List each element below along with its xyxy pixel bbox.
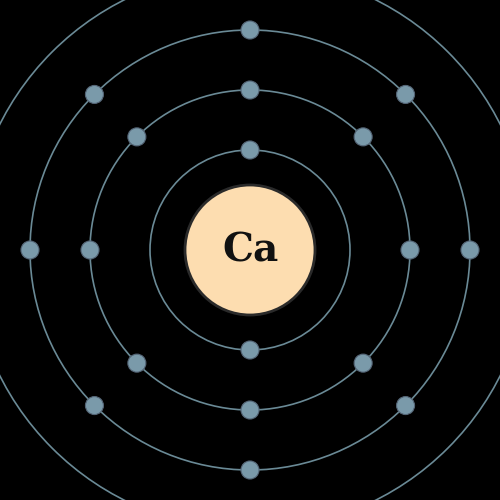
Circle shape [241, 461, 259, 479]
Circle shape [241, 401, 259, 419]
Text: Ca: Ca [222, 231, 278, 269]
Circle shape [396, 396, 414, 414]
Circle shape [461, 241, 479, 259]
Circle shape [396, 86, 414, 103]
Circle shape [354, 354, 372, 372]
Circle shape [354, 128, 372, 146]
Circle shape [86, 86, 103, 103]
Circle shape [401, 241, 419, 259]
Circle shape [185, 185, 315, 315]
Circle shape [86, 396, 103, 414]
Circle shape [241, 81, 259, 99]
Circle shape [128, 128, 146, 146]
Circle shape [241, 21, 259, 39]
Circle shape [21, 241, 39, 259]
Circle shape [241, 341, 259, 359]
Circle shape [128, 354, 146, 372]
Circle shape [241, 141, 259, 159]
Circle shape [81, 241, 99, 259]
